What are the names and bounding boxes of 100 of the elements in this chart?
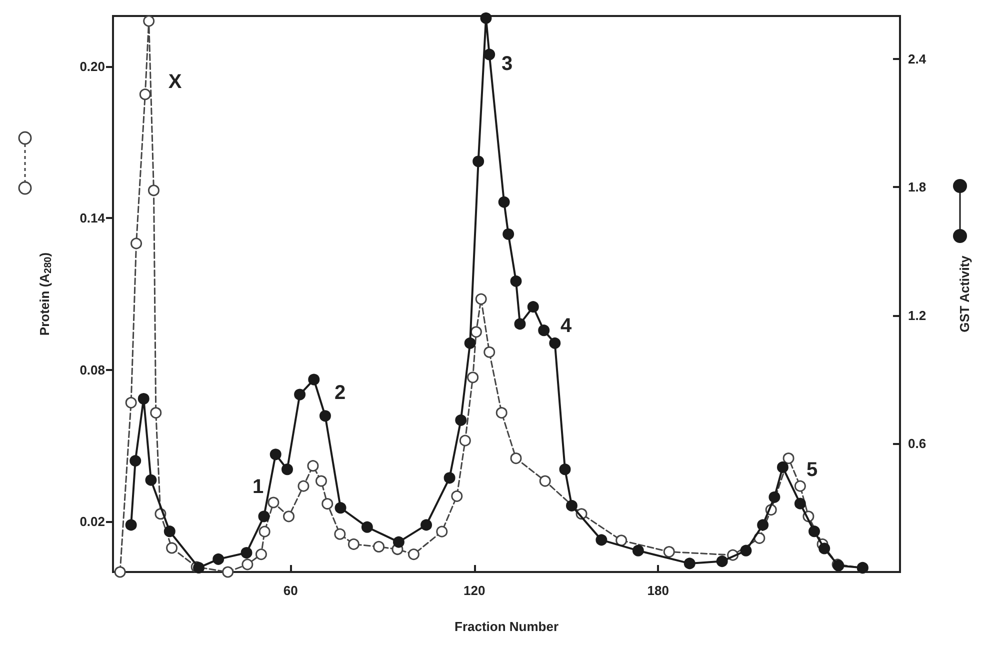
- annotation: 4: [560, 315, 572, 337]
- point: [498, 196, 510, 208]
- point: [298, 480, 310, 492]
- point: [510, 452, 522, 464]
- point: [148, 184, 160, 196]
- point: [166, 542, 178, 554]
- point: [632, 544, 644, 556]
- point: [125, 396, 137, 408]
- point: [451, 490, 463, 502]
- point: [549, 337, 561, 349]
- y-tick-label: 0.20: [80, 59, 105, 74]
- point: [139, 88, 151, 100]
- point: [283, 510, 295, 522]
- annotation: 1: [252, 476, 264, 498]
- point: [436, 526, 448, 538]
- point: [566, 500, 578, 512]
- annotation: 5: [806, 459, 818, 481]
- point: [212, 553, 224, 565]
- point: [319, 410, 331, 422]
- point: [322, 498, 334, 510]
- point: [348, 538, 360, 550]
- point: [130, 455, 142, 467]
- point: [527, 301, 539, 313]
- point: [596, 534, 608, 546]
- point: [145, 474, 157, 486]
- y2-tick-label: 1.2: [908, 308, 926, 323]
- point: [308, 374, 320, 386]
- point: [464, 337, 476, 349]
- point: [794, 480, 806, 492]
- point: [539, 475, 551, 487]
- point: [559, 464, 571, 476]
- x-tick-label: 60: [283, 583, 298, 598]
- point: [510, 275, 522, 287]
- point: [768, 491, 780, 503]
- point: [268, 496, 280, 508]
- point: [373, 540, 385, 552]
- point: [222, 566, 234, 578]
- point: [258, 526, 270, 538]
- y-axis-title: Protein (A280): [37, 252, 54, 336]
- y2-tick-label: 0.6: [908, 436, 926, 452]
- x-axis-title: Fraction Number: [454, 619, 559, 634]
- point: [818, 542, 830, 554]
- point: [484, 48, 496, 60]
- point: [114, 566, 126, 578]
- point: [361, 521, 373, 533]
- point: [514, 318, 526, 330]
- annotation: 2: [334, 382, 346, 404]
- point: [255, 548, 267, 560]
- point: [258, 510, 270, 522]
- point: [240, 547, 252, 558]
- y2-tick-label: 2.4: [908, 51, 927, 66]
- point: [315, 475, 327, 487]
- point: [164, 526, 176, 538]
- point: [455, 414, 467, 426]
- point: [716, 556, 728, 568]
- y-tick-label: 0.08: [80, 362, 105, 378]
- point: [616, 534, 628, 546]
- x-tick-label: 180: [647, 583, 669, 598]
- point: [484, 346, 496, 358]
- y2-axis-title: GST Activity: [957, 254, 972, 332]
- point: [808, 526, 820, 538]
- point: [143, 15, 155, 27]
- y-tick-label: 0.02: [80, 514, 105, 529]
- point: [125, 519, 137, 531]
- point: [242, 558, 254, 570]
- point: [307, 460, 319, 472]
- point: [408, 548, 420, 560]
- y-tick-label: 0.14: [80, 210, 106, 226]
- point: [470, 326, 482, 338]
- point: [776, 461, 788, 473]
- point: [334, 528, 346, 540]
- point: [684, 558, 696, 570]
- point: [757, 519, 769, 531]
- point: [472, 156, 484, 168]
- x-tick-label: 120: [463, 583, 486, 598]
- point: [294, 388, 306, 400]
- point: [502, 228, 514, 240]
- point: [663, 546, 675, 558]
- point: [392, 536, 404, 548]
- point: [475, 293, 487, 305]
- point: [467, 372, 479, 384]
- annotation: 3: [501, 53, 513, 75]
- annotation: X: [168, 71, 182, 93]
- y2-tick-label: 1.8: [908, 180, 926, 195]
- point: [459, 434, 471, 446]
- point: [794, 498, 806, 510]
- point: [282, 464, 293, 476]
- point: [420, 519, 432, 531]
- point: [334, 502, 346, 514]
- point: [444, 472, 456, 484]
- point: [270, 448, 282, 460]
- point: [782, 452, 794, 464]
- point: [480, 12, 492, 24]
- point: [150, 407, 162, 419]
- point: [496, 407, 508, 419]
- point: [130, 238, 142, 250]
- point: [193, 562, 204, 574]
- point: [740, 544, 752, 556]
- point: [138, 393, 150, 405]
- point: [538, 324, 550, 336]
